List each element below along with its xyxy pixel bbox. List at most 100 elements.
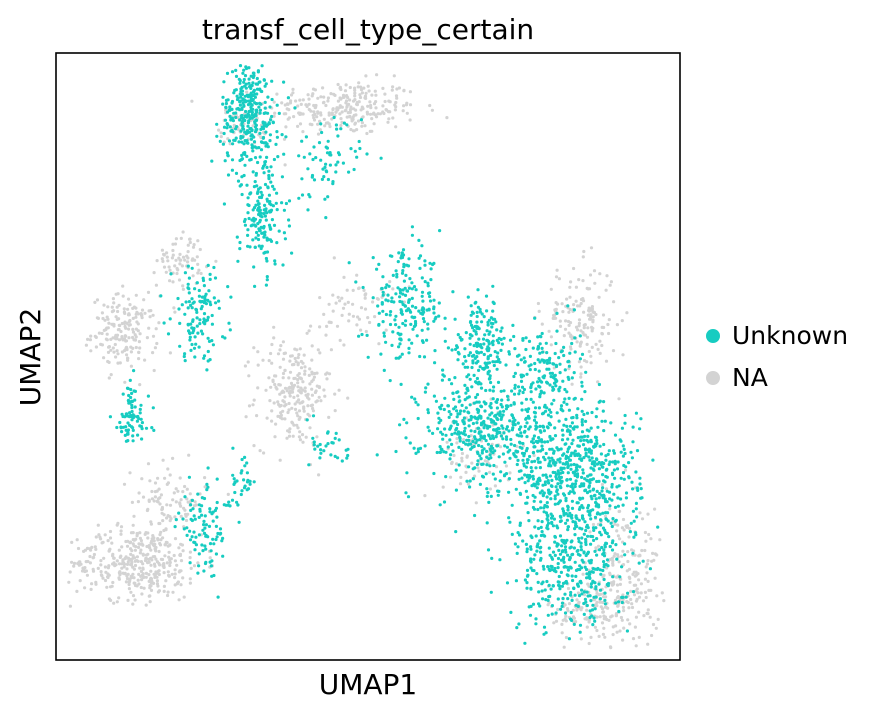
- point-na: [155, 571, 159, 576]
- point-unknown: [563, 387, 567, 392]
- point-unknown: [585, 491, 590, 495]
- point-na: [192, 504, 196, 508]
- point-na: [430, 108, 434, 112]
- point-unknown: [536, 542, 540, 546]
- point-unknown: [577, 507, 582, 511]
- point-unknown: [187, 475, 191, 479]
- point-unknown: [345, 456, 349, 460]
- point-na: [99, 563, 103, 567]
- point-na: [582, 323, 586, 327]
- point-unknown: [507, 490, 511, 494]
- point-na: [147, 594, 151, 598]
- point-unknown: [609, 421, 613, 425]
- point-unknown: [221, 335, 225, 339]
- point-na: [602, 325, 606, 330]
- point-na: [302, 407, 306, 411]
- point-na: [270, 361, 274, 365]
- point-na: [554, 275, 559, 279]
- point-na: [282, 351, 286, 356]
- point-na: [325, 377, 329, 381]
- point-na: [125, 574, 129, 578]
- point-unknown: [199, 329, 203, 333]
- point-unknown: [476, 288, 480, 292]
- point-na: [296, 426, 300, 430]
- point-na: [316, 122, 320, 126]
- point-unknown: [404, 491, 408, 495]
- point-unknown: [418, 354, 422, 359]
- point-na: [247, 404, 252, 408]
- point-unknown: [192, 514, 196, 518]
- point-unknown: [238, 92, 242, 96]
- point-unknown: [437, 301, 441, 305]
- point-na: [68, 604, 72, 608]
- point-unknown: [485, 487, 489, 491]
- point-unknown: [572, 427, 576, 431]
- point-na: [394, 125, 398, 129]
- point-na: [313, 371, 317, 376]
- point-unknown: [119, 426, 123, 430]
- point-unknown: [558, 534, 563, 538]
- point-unknown: [606, 584, 610, 588]
- point-unknown: [238, 118, 242, 122]
- point-unknown: [447, 415, 451, 419]
- point-unknown: [429, 278, 433, 282]
- point-na: [275, 92, 279, 96]
- point-unknown: [500, 415, 504, 419]
- point-na: [626, 618, 630, 622]
- point-unknown: [275, 135, 279, 139]
- point-na: [172, 306, 176, 310]
- point-unknown: [549, 484, 554, 488]
- point-na: [108, 536, 113, 540]
- point-unknown: [594, 587, 598, 591]
- point-unknown: [551, 385, 555, 389]
- point-unknown: [282, 80, 286, 84]
- point-na: [622, 609, 626, 613]
- point-unknown: [632, 535, 636, 539]
- point-unknown: [214, 552, 218, 556]
- point-unknown: [188, 335, 192, 339]
- point-na: [611, 581, 615, 585]
- point-unknown: [467, 465, 471, 469]
- point-unknown: [250, 84, 254, 88]
- point-na: [390, 88, 394, 92]
- point-unknown: [534, 622, 538, 626]
- point-unknown: [233, 480, 237, 484]
- point-na: [647, 532, 651, 537]
- point-unknown: [381, 309, 385, 313]
- point-na: [149, 577, 154, 581]
- point-unknown: [602, 560, 606, 564]
- point-unknown: [253, 101, 257, 105]
- point-na: [309, 324, 313, 328]
- point-na: [303, 386, 307, 390]
- point-unknown: [540, 489, 544, 493]
- point-unknown: [242, 486, 247, 490]
- point-unknown: [258, 220, 262, 224]
- point-unknown: [534, 439, 538, 444]
- point-unknown: [550, 520, 554, 524]
- point-na: [120, 350, 124, 354]
- point-unknown: [248, 85, 252, 89]
- point-unknown: [490, 411, 494, 415]
- point-na: [351, 288, 355, 292]
- point-unknown: [560, 584, 565, 588]
- point-na: [269, 385, 273, 389]
- point-unknown: [238, 103, 242, 107]
- point-unknown: [531, 493, 535, 498]
- point-unknown: [616, 496, 620, 500]
- point-unknown: [508, 520, 512, 524]
- point-unknown: [534, 617, 538, 621]
- point-unknown: [571, 487, 575, 491]
- point-na: [171, 498, 175, 502]
- point-na: [117, 596, 121, 600]
- point-na: [128, 303, 132, 307]
- point-unknown: [456, 422, 460, 427]
- point-unknown: [377, 323, 381, 327]
- point-na: [353, 86, 357, 90]
- point-unknown: [245, 461, 249, 465]
- point-unknown: [269, 165, 273, 169]
- point-unknown: [624, 465, 628, 469]
- point-unknown: [588, 615, 592, 620]
- point-unknown: [266, 237, 270, 242]
- point-unknown: [611, 539, 615, 543]
- point-unknown: [499, 434, 503, 438]
